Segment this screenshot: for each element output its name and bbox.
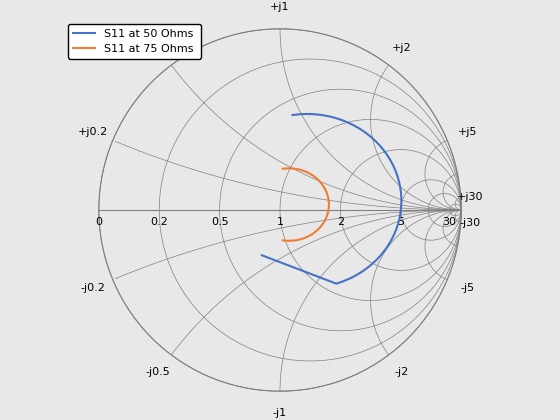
Text: +j5: +j5 bbox=[458, 127, 477, 137]
S11 at 50 Ohms  bbox=[259, 253, 265, 258]
S11 at 50 Ohms  bbox=[289, 113, 296, 118]
S11 at 50 Ohms  bbox=[391, 167, 398, 172]
Text: -j0.5: -j0.5 bbox=[146, 368, 171, 377]
S11 at 75 Ohms  bbox=[279, 238, 286, 243]
Text: +j0.2: +j0.2 bbox=[78, 127, 108, 137]
S11 at 50 Ohms  bbox=[333, 281, 340, 286]
Text: 5: 5 bbox=[397, 217, 404, 227]
Text: +j2: +j2 bbox=[392, 43, 412, 52]
S11 at 75 Ohms  bbox=[286, 238, 293, 243]
S11 at 50 Ohms  bbox=[373, 257, 380, 262]
Text: -j0.2: -j0.2 bbox=[80, 283, 105, 293]
Line: S11 at 75 Ohms : S11 at 75 Ohms bbox=[283, 168, 329, 241]
Text: +j0.5: +j0.5 bbox=[143, 43, 173, 52]
S11 at 50 Ohms  bbox=[381, 149, 388, 154]
Text: 30: 30 bbox=[442, 217, 456, 227]
S11 at 75 Ohms  bbox=[280, 166, 287, 171]
S11 at 50 Ohms  bbox=[372, 258, 379, 263]
Text: 2: 2 bbox=[337, 217, 344, 227]
S11 at 75 Ohms  bbox=[300, 236, 307, 241]
Text: 0: 0 bbox=[95, 217, 102, 227]
S11 at 50 Ohms  bbox=[304, 111, 310, 116]
S11 at 75 Ohms  bbox=[286, 166, 293, 171]
Text: +j30: +j30 bbox=[456, 192, 483, 202]
S11 at 75 Ohms  bbox=[324, 214, 330, 219]
Text: +j1: +j1 bbox=[270, 2, 290, 12]
S11 at 75 Ohms  bbox=[292, 238, 298, 243]
Text: 1: 1 bbox=[277, 217, 283, 227]
S11 at 75 Ohms  bbox=[323, 216, 329, 221]
Line: S11 at 50 Ohms : S11 at 50 Ohms bbox=[262, 114, 402, 284]
Text: -j2: -j2 bbox=[395, 368, 409, 377]
Legend: S11 at 50 Ohms , S11 at 75 Ohms : S11 at 50 Ohms , S11 at 75 Ohms bbox=[68, 24, 201, 59]
Text: -j5: -j5 bbox=[460, 283, 474, 293]
Text: 0.5: 0.5 bbox=[211, 217, 228, 227]
S11 at 50 Ohms  bbox=[390, 234, 396, 239]
Text: 0.2: 0.2 bbox=[150, 217, 168, 227]
Text: -j1: -j1 bbox=[273, 408, 287, 418]
S11 at 75 Ohms  bbox=[323, 214, 330, 219]
S11 at 50 Ohms  bbox=[328, 114, 335, 119]
S11 at 75 Ohms  bbox=[279, 166, 286, 171]
Text: -j30: -j30 bbox=[459, 218, 480, 228]
